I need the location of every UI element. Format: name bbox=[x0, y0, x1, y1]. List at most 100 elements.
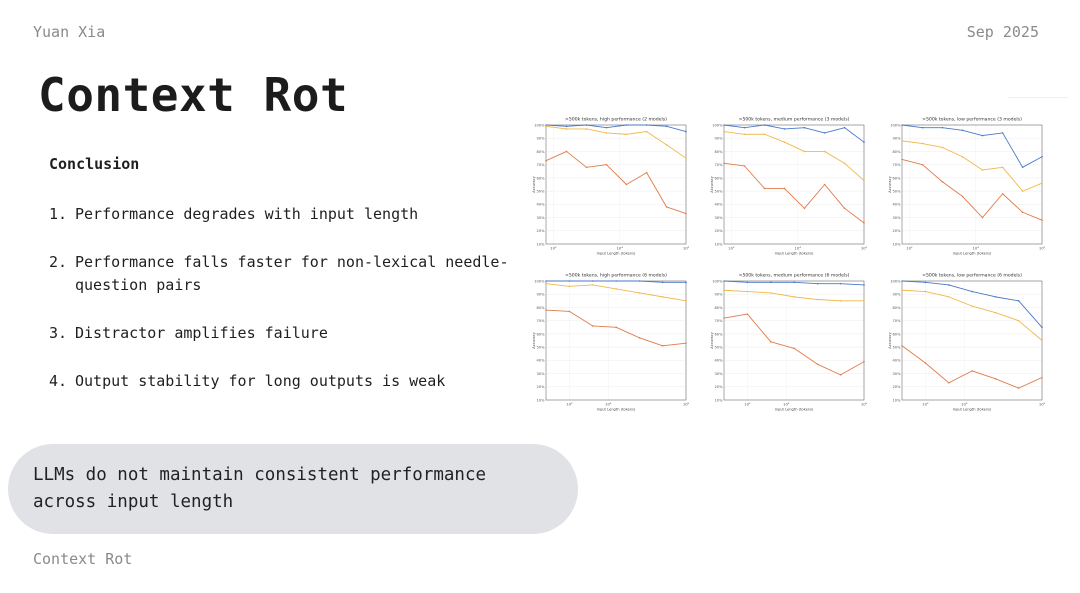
data-point-blue bbox=[770, 281, 772, 284]
series-line-orange bbox=[901, 345, 1043, 389]
takeaway-text: LLMs do not maintain consistent performa… bbox=[33, 465, 487, 512]
x-tick-label: 10² bbox=[566, 402, 573, 407]
conclusion-list: 1. Performance degrades with input lengt… bbox=[49, 203, 509, 418]
y-tick-label: 80% bbox=[537, 150, 546, 154]
data-point-blue bbox=[863, 141, 865, 143]
data-point-yellow bbox=[783, 141, 786, 143]
data-point-blue bbox=[1001, 132, 1004, 134]
data-point-orange bbox=[901, 344, 903, 347]
y-tick-label: 60% bbox=[537, 176, 546, 180]
data-point-orange bbox=[793, 347, 796, 350]
conclusion-heading: Conclusion bbox=[49, 155, 140, 173]
data-point-yellow bbox=[545, 125, 547, 128]
series-line-yellow bbox=[901, 289, 1043, 341]
data-point-orange bbox=[746, 313, 749, 315]
data-point-yellow bbox=[1041, 182, 1043, 184]
chart-title: >500k tokens, medium performance (3 mode… bbox=[739, 117, 850, 123]
data-point-blue bbox=[901, 124, 903, 126]
data-point-orange bbox=[625, 183, 628, 186]
data-point-blue bbox=[981, 134, 984, 137]
data-point-blue bbox=[1021, 166, 1024, 169]
data-point-blue bbox=[592, 280, 594, 282]
y-tick-label: 100% bbox=[534, 123, 545, 127]
data-point-blue bbox=[665, 125, 668, 128]
y-tick-label: 30% bbox=[715, 216, 724, 220]
y-tick-label: 40% bbox=[715, 203, 724, 207]
accuracy-charts: >500k tokens, high performance (2 models… bbox=[532, 117, 1046, 412]
data-point-yellow bbox=[921, 142, 924, 145]
data-point-blue bbox=[816, 282, 819, 285]
data-point-orange bbox=[994, 378, 997, 380]
data-point-orange bbox=[545, 159, 547, 162]
plot-frame bbox=[901, 124, 1043, 245]
data-point-yellow bbox=[638, 292, 641, 294]
data-point-blue bbox=[545, 280, 547, 282]
series-line-blue bbox=[901, 124, 1043, 168]
data-point-blue bbox=[839, 282, 842, 285]
data-point-orange bbox=[839, 374, 842, 376]
data-point-orange bbox=[763, 187, 766, 190]
data-point-blue bbox=[638, 280, 641, 282]
y-tick-label: 60% bbox=[537, 332, 546, 336]
y-tick-label: 50% bbox=[715, 190, 724, 194]
y-tick-label: 60% bbox=[893, 176, 902, 180]
data-point-orange bbox=[743, 165, 746, 167]
data-point-yellow bbox=[948, 296, 950, 298]
data-point-orange bbox=[863, 360, 865, 363]
y-tick-label: 20% bbox=[893, 229, 902, 233]
x-tick-label: 10⁴ bbox=[616, 246, 623, 251]
data-point-yellow bbox=[665, 144, 668, 146]
y-tick-label: 80% bbox=[893, 306, 902, 310]
y-tick-label: 100% bbox=[534, 279, 545, 283]
data-point-yellow bbox=[961, 155, 964, 158]
y-tick-label: 50% bbox=[893, 346, 902, 350]
data-point-yellow bbox=[743, 133, 746, 136]
y-tick-label: 90% bbox=[537, 137, 546, 141]
data-point-yellow bbox=[685, 157, 687, 159]
y-tick-label: 100% bbox=[890, 279, 901, 283]
y-tick-label: 100% bbox=[712, 279, 723, 283]
data-point-blue bbox=[723, 124, 725, 126]
data-point-orange bbox=[685, 212, 687, 215]
data-point-yellow bbox=[545, 282, 547, 285]
data-point-orange bbox=[592, 325, 594, 327]
y-tick-label: 30% bbox=[537, 216, 546, 220]
data-point-blue bbox=[793, 281, 796, 284]
x-tick-label: 10³ bbox=[961, 402, 968, 407]
x-tick-label: 10⁶ bbox=[861, 246, 868, 251]
data-point-orange bbox=[1017, 387, 1020, 389]
y-tick-label: 20% bbox=[893, 385, 902, 389]
data-point-orange bbox=[545, 309, 547, 311]
x-tick-label: 10² bbox=[744, 402, 751, 407]
data-point-blue bbox=[924, 281, 927, 284]
chart-grid: >500k tokens, high performance (2 models… bbox=[530, 113, 1065, 425]
point-number: 3. bbox=[49, 324, 68, 342]
y-tick-label: 70% bbox=[715, 319, 724, 323]
chart-title: <500k tokens, high performance (6 models… bbox=[565, 273, 667, 279]
x-axis-label: Input Length (tokens) bbox=[775, 252, 814, 256]
chart-title: >500k tokens, high performance (2 models… bbox=[565, 117, 667, 123]
y-tick-label: 50% bbox=[893, 190, 902, 194]
data-point-yellow bbox=[1021, 190, 1024, 192]
y-tick-label: 30% bbox=[893, 372, 902, 376]
y-tick-label: 60% bbox=[715, 332, 724, 336]
y-axis-label: Accuracy bbox=[888, 331, 892, 348]
data-point-blue bbox=[723, 280, 725, 282]
point-text: Performance falls faster for non-lexical… bbox=[75, 253, 509, 294]
point-text: Output stability for long outputs is wea… bbox=[75, 372, 446, 390]
data-point-orange bbox=[843, 207, 846, 210]
y-tick-label: 10% bbox=[715, 242, 724, 246]
data-point-yellow bbox=[839, 300, 842, 302]
x-tick-label: 10² bbox=[906, 246, 913, 251]
data-point-blue bbox=[863, 284, 865, 286]
x-tick-label: 10⁵ bbox=[861, 402, 868, 407]
data-point-blue bbox=[948, 284, 950, 286]
y-tick-label: 20% bbox=[537, 385, 546, 389]
data-point-orange bbox=[921, 163, 924, 166]
chart-panel: >500k tokens, high performance (2 models… bbox=[532, 117, 690, 256]
data-point-orange bbox=[723, 317, 725, 319]
series-line-orange bbox=[723, 162, 865, 224]
data-point-yellow bbox=[723, 289, 725, 292]
chart-panel: <500k tokens, low performance (6 models)… bbox=[888, 273, 1046, 412]
y-tick-label: 30% bbox=[715, 372, 724, 376]
